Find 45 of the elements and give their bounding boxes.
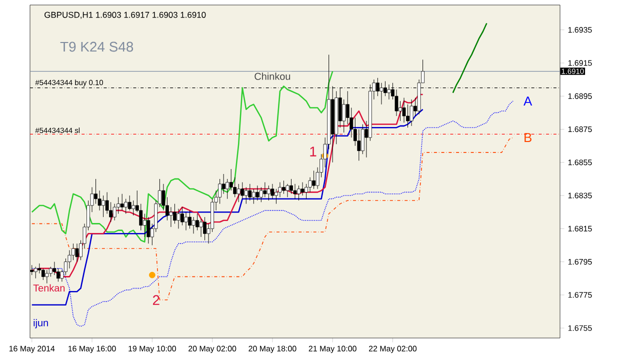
series-label: ijun	[34, 319, 48, 328]
series-label: Tenkan	[33, 284, 65, 292]
candlestick	[222, 174, 226, 194]
text: GBPUSD,H1 1.6903 1.6917 1.6903 1.6910	[44, 12, 206, 19]
candlestick	[184, 212, 188, 231]
candlestick	[169, 206, 173, 228]
candlestick	[266, 185, 270, 201]
candlestick	[45, 270, 49, 284]
candlestick	[236, 184, 240, 202]
candlestick	[380, 82, 384, 105]
candlestick	[312, 170, 316, 190]
candlestick	[240, 182, 244, 200]
candlestick	[120, 194, 124, 211]
candlestick	[282, 180, 286, 194]
candlestick	[248, 184, 252, 201]
annotation: 2	[152, 295, 160, 305]
candlestick	[360, 124, 364, 154]
annotation: T9 K24 S48	[60, 42, 134, 52]
candlestick	[41, 268, 45, 280]
series-label: A	[524, 96, 532, 106]
candlestick	[34, 266, 38, 279]
line-series	[452, 22, 488, 94]
candlestick	[342, 99, 346, 133]
candlestick	[203, 216, 206, 241]
candlestick	[75, 243, 79, 262]
candlestick	[244, 186, 248, 204]
candlestick	[286, 184, 290, 198]
candlestick	[142, 213, 146, 238]
candlestick	[102, 195, 105, 218]
candlestick	[410, 99, 414, 126]
annotation: Chinkou	[254, 72, 290, 80]
candlestick	[199, 218, 203, 238]
candlestick	[297, 185, 300, 201]
candlestick	[259, 186, 263, 202]
candlestick	[132, 200, 136, 216]
candlestick	[256, 185, 260, 201]
candlestick	[38, 263, 42, 274]
candlestick	[300, 182, 304, 196]
annotation: 1	[310, 146, 316, 156]
candlestick	[146, 216, 150, 244]
series-label: B	[524, 133, 532, 142]
candlestick	[252, 188, 256, 204]
candlestick	[192, 216, 196, 234]
candlestick	[176, 208, 180, 229]
candlestick	[263, 182, 267, 198]
